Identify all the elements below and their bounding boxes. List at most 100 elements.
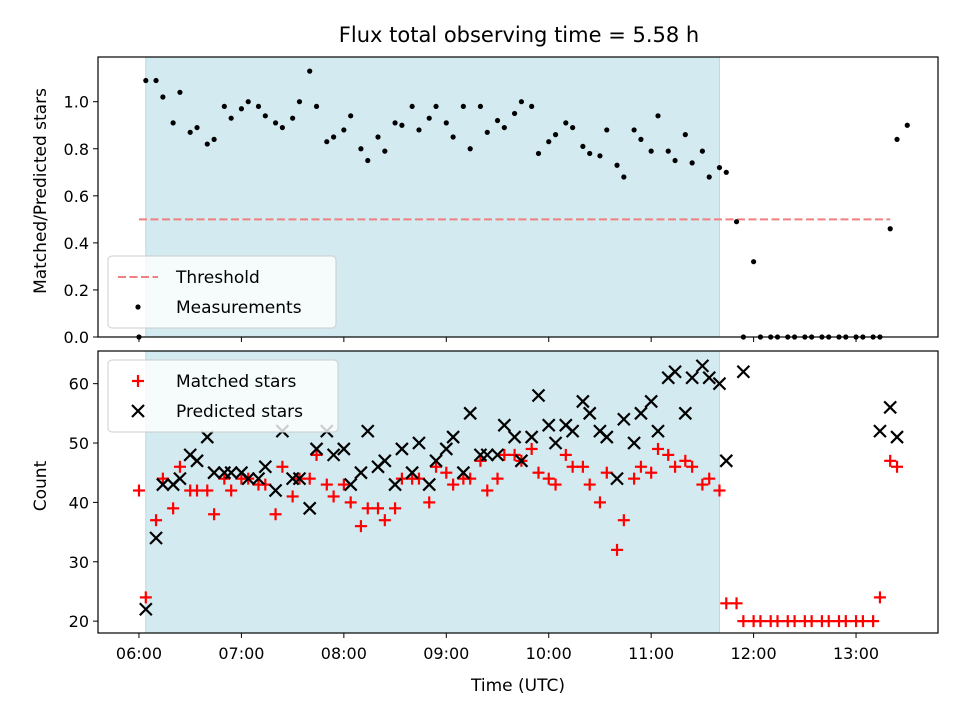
measurements-point: [484, 129, 490, 135]
matched-stars-point: [327, 490, 340, 503]
matched-stars-point: [491, 472, 504, 485]
predicted-stars-point: [514, 454, 529, 468]
matched-stars-point: [286, 490, 299, 503]
x-tick-label: 07:00: [218, 644, 264, 663]
bottom-axis-ticks: 20 30 40 50 60 06:00 07:00 08:00 09:00 10:00 11:00…: [69, 375, 879, 663]
legend-label: Threshold: [175, 268, 260, 288]
legend-entry: Measurements: [135, 298, 302, 318]
measurements-point: [580, 143, 586, 150]
predicted-stars-point: [582, 406, 597, 421]
measurements-point: [443, 120, 449, 126]
measurements-point: [194, 124, 200, 131]
measurements-point: [648, 148, 654, 154]
measurements-point: [511, 110, 518, 117]
measurements-point: [501, 124, 507, 131]
matched-stars-point: [542, 472, 555, 485]
legend-swatch: [132, 375, 144, 387]
matched-stars-point: [856, 615, 869, 628]
bottom-x-axis-label: Time (UTC): [470, 676, 565, 696]
matched-stars-point: [259, 478, 272, 491]
predicted-stars-point: [600, 430, 614, 444]
predicted-stars-point: [378, 454, 392, 468]
predicted-stars-point: [890, 430, 904, 444]
predicted-stars-point: [644, 394, 658, 409]
top-panel: 0.0 0.2 0.4 0.6 0.8 1.0 Matched/Predicted sta…: [31, 56, 939, 347]
x-tick-label: 13:00: [833, 644, 879, 663]
measurements-point: [665, 148, 671, 154]
measurements-point: [375, 134, 381, 140]
predicted-stars-point: [712, 376, 727, 391]
matched-stars-point: [412, 472, 425, 485]
matched-stars-point: [771, 615, 784, 628]
predicted-stars-point: [610, 471, 624, 486]
predicted-stars-point: [354, 465, 368, 480]
matched-stars-point: [481, 484, 494, 497]
predicted-stars-point: [531, 388, 546, 403]
matched-stars-point: [611, 543, 624, 556]
predicted-stars-point: [456, 465, 471, 480]
measurements-point: [587, 150, 593, 157]
predicted-stars-point: [524, 430, 539, 444]
predicted-stars-point: [268, 483, 283, 498]
predicted-stars-point: [480, 448, 495, 462]
measurements-point: [570, 124, 576, 131]
matched-stars-point: [730, 597, 743, 610]
predicted-stars-point: [873, 424, 887, 438]
matched-stars-point: [645, 466, 658, 479]
matched-stars-point: [354, 520, 367, 533]
legend-box: [107, 359, 339, 433]
matched-stars-point: [303, 472, 316, 485]
measurements-point: [638, 136, 644, 142]
measurements-point: [160, 94, 166, 100]
legend-label: Measurements: [176, 298, 302, 318]
measurements-point: [689, 160, 695, 166]
measurements-point: [170, 120, 176, 126]
measurements-point: [409, 103, 415, 110]
matched-stars-point: [525, 442, 538, 455]
measurements-point: [426, 115, 432, 121]
y-tick-label: 1.0: [64, 93, 89, 112]
measurements-point: [307, 68, 313, 74]
predicted-stars-point: [241, 471, 256, 486]
predicted-stars-point: [405, 465, 419, 480]
predicted-stars-point: [627, 436, 641, 450]
measurements-point: [887, 226, 893, 232]
matched-stars-point: [191, 484, 204, 497]
measurements-point: [604, 127, 610, 133]
measurements-point: [716, 164, 723, 171]
matched-stars-point: [891, 460, 904, 473]
predicted-stars-point: [360, 424, 375, 438]
y-tick-label: 20: [69, 612, 89, 631]
matched-stars-point: [337, 478, 350, 491]
x-tick-label: 06:00: [116, 644, 162, 663]
matched-stars-point: [634, 460, 647, 473]
matched-stars-point: [132, 484, 145, 497]
matched-stars-point: [276, 460, 289, 473]
measurements-point: [382, 148, 388, 154]
measurements-point: [296, 99, 303, 105]
measurements-point: [365, 157, 371, 164]
measurements-point: [358, 146, 364, 152]
legend-label: Matched stars: [176, 372, 296, 392]
measurements-point: [672, 157, 678, 164]
measurements-point: [477, 103, 484, 110]
measurements-point: [262, 113, 268, 119]
predicted-stars-point: [309, 442, 324, 456]
bottom-panel: 20 30 40 50 60 06:00 07:00 08:00 09:00 10:00 11:00…: [31, 350, 939, 696]
matched-stars-point: [361, 502, 374, 515]
matched-stars-point: [873, 591, 886, 604]
predicted-stars-point: [541, 418, 556, 432]
top-axis-ticks: 0.0 0.2 0.4 0.6 0.8 1.0: [64, 93, 857, 347]
measurements-point: [467, 146, 473, 152]
y-tick-label: 0.0: [64, 328, 89, 347]
predicted-stars-point: [668, 365, 682, 379]
measurements-point: [143, 77, 149, 84]
measurements-point: [348, 113, 354, 119]
top-data-marks: [136, 68, 910, 340]
measurements-point: [733, 219, 740, 225]
predicted-stars-point: [412, 436, 426, 450]
top-legend: Threshold Measurements: [107, 255, 337, 329]
predicted-stars-point: [463, 406, 477, 421]
matched-stars-point: [218, 472, 231, 485]
legend-entry: Threshold: [118, 268, 260, 288]
